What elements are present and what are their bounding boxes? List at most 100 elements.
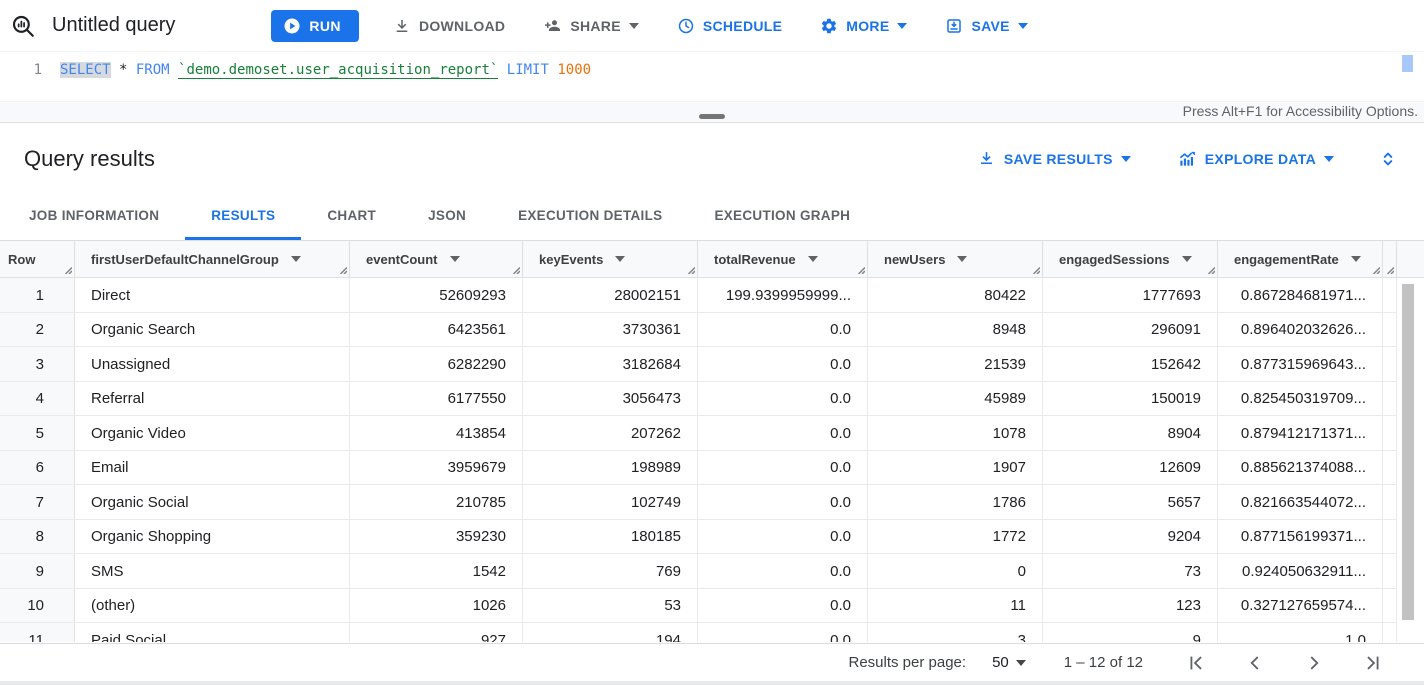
table-cell: 0.877156199371... xyxy=(1218,519,1383,554)
table-cell: 199.9399959999... xyxy=(698,278,868,312)
panel-resize-handle[interactable] xyxy=(699,114,725,119)
save-results-button[interactable]: SAVE RESULTS xyxy=(973,143,1135,174)
column-menu-caret-icon[interactable] xyxy=(1181,256,1192,262)
table-cell: 0.879412171371... xyxy=(1218,416,1383,450)
page-size-value: 50 xyxy=(992,654,1009,671)
share-button[interactable]: SHARE xyxy=(539,10,643,41)
tab-execution-details[interactable]: EXECUTION DETAILS xyxy=(518,208,663,223)
table-cell: 296091 xyxy=(1043,312,1218,347)
save-label: SAVE xyxy=(971,17,1010,34)
column-resize-grip-icon[interactable] xyxy=(337,264,347,274)
more-button[interactable]: MORE xyxy=(816,11,911,41)
table-cell: 180185 xyxy=(523,519,698,554)
column-header-eventCount[interactable]: eventCount xyxy=(350,241,523,277)
column-header-totalRevenue[interactable]: totalRevenue xyxy=(698,241,868,277)
download-label: DOWNLOAD xyxy=(418,17,506,34)
download-icon xyxy=(396,19,408,32)
previous-page-button[interactable] xyxy=(1242,650,1268,676)
column-resize-grip-icon[interactable] xyxy=(1205,264,1215,274)
pagination-controls xyxy=(1183,650,1386,676)
table-cell: 210785 xyxy=(350,485,523,519)
chevron-left-icon xyxy=(1250,655,1259,670)
column-resize-grip-icon[interactable] xyxy=(1370,264,1380,274)
table-cell: SMS xyxy=(75,554,350,588)
tab-chart[interactable]: CHART xyxy=(327,208,377,223)
table-cell: 73 xyxy=(1043,554,1218,588)
save-button[interactable]: SAVE xyxy=(941,11,1031,41)
expand-results-button[interactable] xyxy=(1376,147,1400,171)
table-header-row: Row firstUserDefaultChannelGroup eventCo… xyxy=(0,241,1424,278)
column-resize-grip-icon[interactable] xyxy=(510,264,520,274)
column-header-engagementRate[interactable]: engagementRate xyxy=(1218,241,1383,277)
tab-results[interactable]: RESULTS xyxy=(185,194,302,240)
table-cell: 0.327127659574... xyxy=(1218,588,1383,623)
table-cell: 53 xyxy=(523,588,698,623)
column-resize-grip-icon[interactable] xyxy=(685,264,695,274)
table-cell: 0.0 xyxy=(698,485,868,519)
from-keyword: FROM xyxy=(135,62,170,78)
explore-data-icon xyxy=(1179,151,1195,166)
table-cell: Email xyxy=(75,450,350,485)
table-cell: 0.0 xyxy=(698,347,868,381)
table-cell: 1078 xyxy=(868,416,1043,450)
toolbar-actions: RUN DOWNLOAD SHARE xyxy=(271,9,1031,42)
column-header-engagedSessions[interactable]: engagedSessions xyxy=(1043,241,1218,277)
tab-execution-graph[interactable]: EXECUTION GRAPH xyxy=(714,208,851,223)
column-resize-grip-icon[interactable] xyxy=(1030,264,1040,274)
column-header-keyEvents[interactable]: keyEvents xyxy=(523,241,698,277)
column-label: firstUserDefaultChannelGroup xyxy=(91,251,279,267)
column-menu-caret-icon[interactable] xyxy=(449,256,460,262)
column-header-firstUserDefaultChannelGroup[interactable]: firstUserDefaultChannelGroup xyxy=(75,241,350,277)
column-resize-grip-icon[interactable] xyxy=(855,264,865,274)
column-menu-caret-icon[interactable] xyxy=(1350,256,1361,262)
download-button[interactable]: DOWNLOAD xyxy=(389,11,509,41)
sql-editor[interactable]: 1 SELECT * FROM `demo.demoset.user_acqui… xyxy=(0,52,1424,101)
column-label: engagedSessions xyxy=(1059,251,1170,267)
explore-data-button[interactable]: EXPLORE DATA xyxy=(1173,143,1338,175)
table-cell: 0.885621374088... xyxy=(1218,450,1383,485)
chevron-down-icon xyxy=(1324,155,1334,162)
table-cell: Organic Shopping xyxy=(75,519,350,554)
editor-scrollbar-thumb[interactable] xyxy=(1402,55,1413,72)
row-number-cell: 3 xyxy=(0,347,75,381)
person-add-icon xyxy=(545,20,561,32)
table-cell: 0.825450319709... xyxy=(1218,381,1383,416)
table-cell: 6177550 xyxy=(350,381,523,416)
column-header-row-number[interactable]: Row xyxy=(0,241,75,277)
column-menu-caret-icon[interactable] xyxy=(290,256,301,262)
column-menu-caret-icon[interactable] xyxy=(957,256,968,262)
table-reference-link[interactable]: `demo.demoset.user_acquisition_report` xyxy=(178,62,499,79)
save-results-label: SAVE RESULTS xyxy=(1003,150,1113,167)
table-cell: 1026 xyxy=(350,588,523,623)
table-cell: 0.0 xyxy=(698,450,868,485)
vertical-scrollbar[interactable] xyxy=(1397,278,1424,643)
column-label: engagementRate xyxy=(1234,251,1339,267)
first-page-button[interactable] xyxy=(1183,650,1209,676)
schedule-button[interactable]: SCHEDULE xyxy=(673,11,786,41)
table-cell: 0 xyxy=(868,554,1043,588)
table-cell: 0.0 xyxy=(698,416,868,450)
table-row: 4 Referral 6177550 3056473 0.0 45989 150019 0.8… xyxy=(0,381,1424,416)
table-cell: 0.0 xyxy=(698,381,868,416)
table-cell: 0.924050632911... xyxy=(1218,554,1383,588)
column-resize-grip-icon[interactable] xyxy=(1384,264,1394,274)
table-cell: 0.0 xyxy=(698,519,868,554)
column-label: totalRevenue xyxy=(714,251,796,267)
table-row: 10 (other) 1026 53 0.0 11 123 0.327127659574... xyxy=(0,588,1424,623)
last-page-button[interactable] xyxy=(1360,650,1386,676)
chevron-down-icon xyxy=(897,22,908,29)
column-menu-caret-icon[interactable] xyxy=(807,256,818,262)
tab-job-information[interactable]: JOB INFORMATION xyxy=(29,208,160,223)
run-button[interactable]: RUN xyxy=(271,9,359,42)
column-menu-caret-icon[interactable] xyxy=(615,256,626,262)
vertical-scrollbar-thumb[interactable] xyxy=(1402,284,1414,620)
table-row: 5 Organic Video 413854 207262 0.0 1078 8904 0.8… xyxy=(0,416,1424,451)
tab-json[interactable]: JSON xyxy=(428,208,467,223)
chevron-down-icon xyxy=(1015,659,1026,666)
page-size-select[interactable]: 50 xyxy=(992,654,1026,671)
table-cell: 769 xyxy=(523,554,698,588)
next-page-button[interactable] xyxy=(1301,650,1327,676)
column-header-newUsers[interactable]: newUsers xyxy=(868,241,1043,277)
column-resize-grip-icon[interactable] xyxy=(62,264,72,274)
table-cell: 3182684 xyxy=(523,347,698,381)
